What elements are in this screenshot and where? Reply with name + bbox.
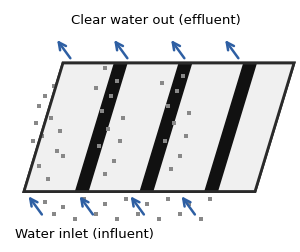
Polygon shape (218, 63, 294, 192)
Text: Clear water out (effluent): Clear water out (effluent) (71, 14, 241, 27)
Polygon shape (24, 63, 114, 192)
Polygon shape (153, 63, 243, 192)
Text: Water inlet (influent): Water inlet (influent) (15, 228, 153, 241)
Polygon shape (24, 63, 294, 192)
Polygon shape (89, 63, 178, 192)
